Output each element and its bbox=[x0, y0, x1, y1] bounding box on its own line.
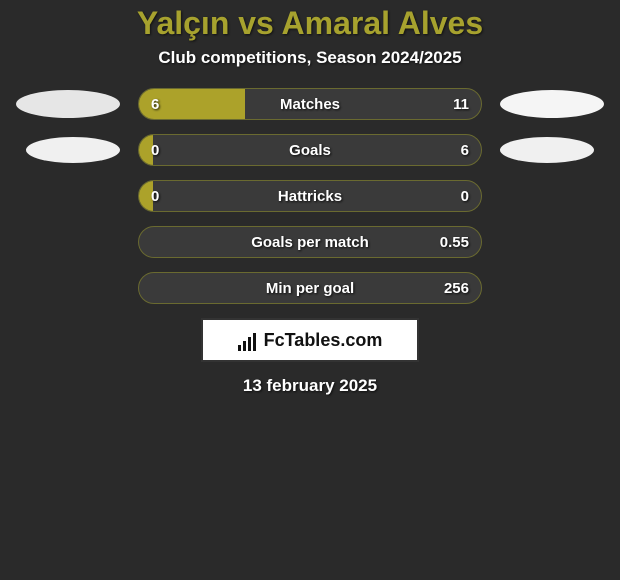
stat-bar: 0.55Goals per match bbox=[138, 226, 482, 258]
stat-value-right: 0.55 bbox=[428, 227, 481, 257]
team-left-marker bbox=[26, 137, 120, 163]
stat-value-left: 6 bbox=[139, 89, 171, 119]
page-title: Yalçın vs Amaral Alves bbox=[0, 5, 620, 42]
stat-row: 0.55Goals per match bbox=[0, 226, 620, 258]
stat-bar: 0 6Goals bbox=[138, 134, 482, 166]
stat-bar: 256Min per goal bbox=[138, 272, 482, 304]
comparison-card: Yalçın vs Amaral Alves Club competitions… bbox=[0, 0, 620, 396]
stat-label: Min per goal bbox=[139, 273, 481, 303]
date-label: 13 february 2025 bbox=[0, 376, 620, 396]
brand-logo[interactable]: FcTables.com bbox=[201, 318, 419, 362]
spacer bbox=[500, 228, 604, 256]
stat-row: 611Matches bbox=[0, 88, 620, 120]
page-subtitle: Club competitions, Season 2024/2025 bbox=[0, 48, 620, 68]
stat-value-right: 6 bbox=[449, 135, 481, 165]
stat-row: 256Min per goal bbox=[0, 272, 620, 304]
spacer bbox=[16, 182, 120, 210]
stat-bar: 0 0Hattricks bbox=[138, 180, 482, 212]
stat-bar: 611Matches bbox=[138, 88, 482, 120]
stat-row: 0 0Hattricks bbox=[0, 180, 620, 212]
stat-value-left: 0 bbox=[139, 181, 171, 211]
chart-icon bbox=[238, 330, 258, 351]
stat-value-right: 11 bbox=[441, 89, 481, 119]
team-left-marker bbox=[16, 90, 120, 118]
brand-logo-text: FcTables.com bbox=[264, 330, 383, 351]
team-right-marker bbox=[500, 90, 604, 118]
stat-value-left: 0 bbox=[139, 135, 171, 165]
spacer bbox=[500, 274, 604, 302]
stat-label: Hattricks bbox=[139, 181, 481, 211]
stat-label: Goals bbox=[139, 135, 481, 165]
spacer bbox=[16, 228, 120, 256]
stat-value-right: 256 bbox=[432, 273, 481, 303]
spacer bbox=[500, 182, 604, 210]
spacer bbox=[16, 274, 120, 302]
stat-value-right: 0 bbox=[449, 181, 481, 211]
stats-list: 611Matches06Goals00Hattricks0.55Goals pe… bbox=[0, 88, 620, 304]
team-right-marker bbox=[500, 137, 594, 163]
stat-row: 0 6Goals bbox=[0, 134, 620, 166]
